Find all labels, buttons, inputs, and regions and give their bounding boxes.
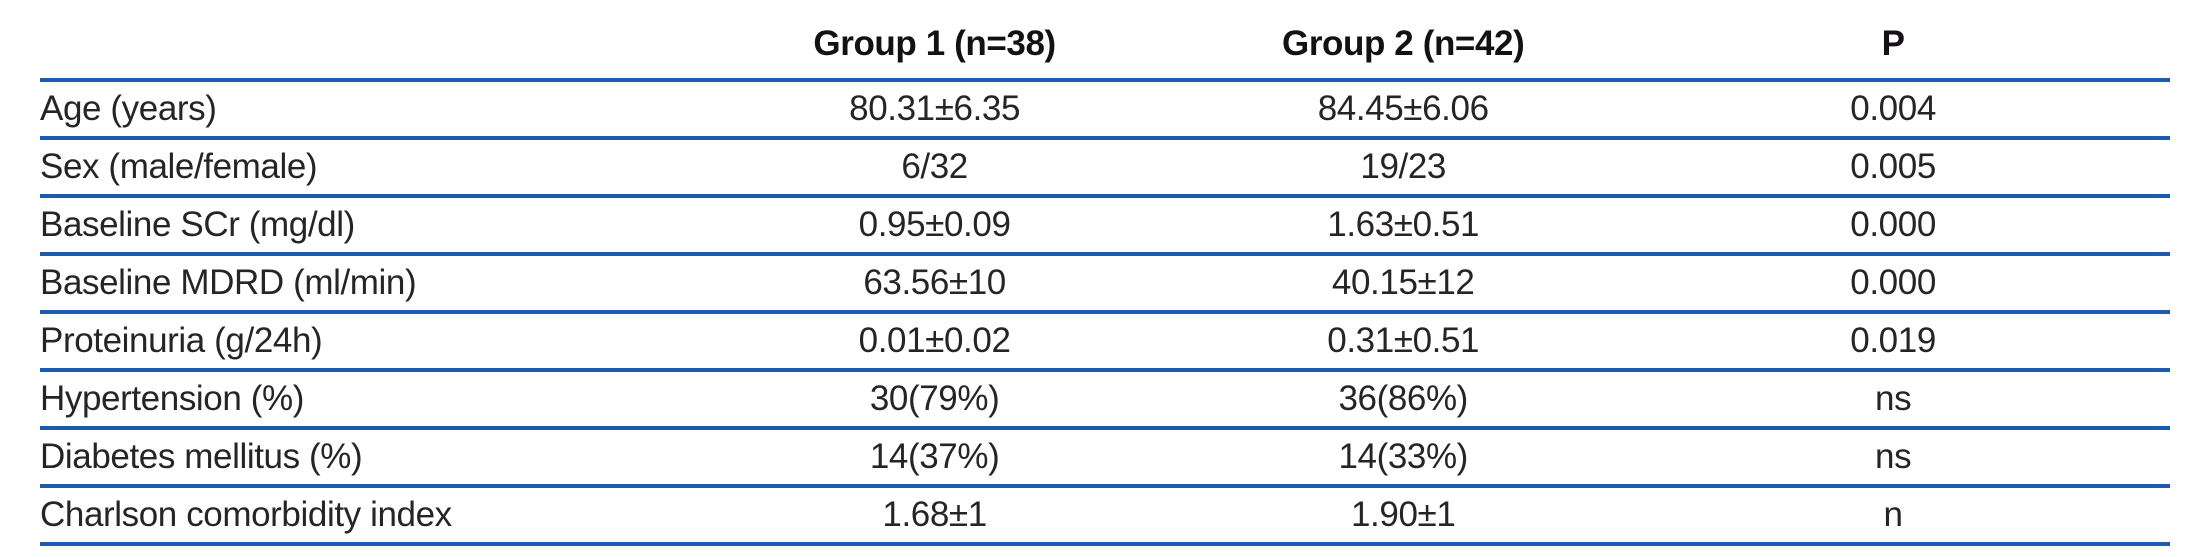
row-label: Hypertension (%) <box>40 370 679 430</box>
row-label: Sex (male/female) <box>40 138 679 198</box>
row-label: Age (years) <box>40 80 679 140</box>
header-p: P <box>1616 16 2170 82</box>
group2-value: 84.45±6.06 <box>1190 80 1617 140</box>
table-row: Proteinuria (g/24h) 0.01±0.02 0.31±0.51 … <box>40 312 2170 372</box>
group2-value: 14(33%) <box>1190 428 1617 488</box>
group1-value: 6/32 <box>679 138 1191 198</box>
p-value: ns <box>1616 428 2170 488</box>
table-body: Age (years) 80.31±6.35 84.45±6.06 0.004 … <box>40 80 2170 546</box>
p-value: 0.019 <box>1616 312 2170 372</box>
header-row: Group 1 (n=38) Group 2 (n=42) P <box>40 16 2170 82</box>
row-label: Charlson comorbidity index <box>40 486 679 546</box>
p-value: 0.005 <box>1616 138 2170 198</box>
row-label: Baseline SCr (mg/dl) <box>40 196 679 256</box>
table-row: Baseline MDRD (ml/min) 63.56±10 40.15±12… <box>40 254 2170 314</box>
p-value: n <box>1616 486 2170 546</box>
table-row: Charlson comorbidity index 1.68±1 1.90±1… <box>40 486 2170 546</box>
group1-value: 0.01±0.02 <box>679 312 1191 372</box>
row-label: Diabetes mellitus (%) <box>40 428 679 488</box>
baseline-characteristics-table: Group 1 (n=38) Group 2 (n=42) P Age (yea… <box>40 16 2170 546</box>
group1-value: 80.31±6.35 <box>679 80 1191 140</box>
table-row: Diabetes mellitus (%) 14(37%) 14(33%) ns <box>40 428 2170 488</box>
row-label: Proteinuria (g/24h) <box>40 312 679 372</box>
row-label: Baseline MDRD (ml/min) <box>40 254 679 314</box>
group2-value: 40.15±12 <box>1190 254 1617 314</box>
table-row: Age (years) 80.31±6.35 84.45±6.06 0.004 <box>40 80 2170 140</box>
header-group1: Group 1 (n=38) <box>679 16 1191 82</box>
p-value: 0.000 <box>1616 254 2170 314</box>
group2-value: 19/23 <box>1190 138 1617 198</box>
group1-value: 63.56±10 <box>679 254 1191 314</box>
group1-value: 0.95±0.09 <box>679 196 1191 256</box>
p-value: ns <box>1616 370 2170 430</box>
header-empty-cell <box>40 16 679 82</box>
table-row: Baseline SCr (mg/dl) 0.95±0.09 1.63±0.51… <box>40 196 2170 256</box>
group2-value: 1.63±0.51 <box>1190 196 1617 256</box>
p-value: 0.004 <box>1616 80 2170 140</box>
table-row: Sex (male/female) 6/32 19/23 0.005 <box>40 138 2170 198</box>
group2-value: 36(86%) <box>1190 370 1617 430</box>
group1-value: 30(79%) <box>679 370 1191 430</box>
group2-value: 1.90±1 <box>1190 486 1617 546</box>
table-row: Hypertension (%) 30(79%) 36(86%) ns <box>40 370 2170 430</box>
p-value: 0.000 <box>1616 196 2170 256</box>
group1-value: 1.68±1 <box>679 486 1191 546</box>
group2-value: 0.31±0.51 <box>1190 312 1617 372</box>
header-group2: Group 2 (n=42) <box>1190 16 1617 82</box>
group1-value: 14(37%) <box>679 428 1191 488</box>
